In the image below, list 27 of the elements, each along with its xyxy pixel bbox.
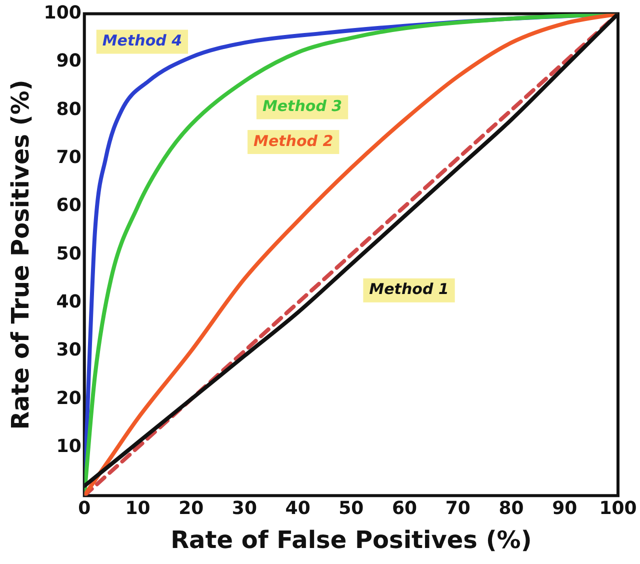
y-tick-label: 70: [56, 147, 82, 168]
y-axis-title: Rate of True Positives (%): [6, 80, 35, 430]
x-tick-label: 30: [232, 498, 257, 520]
x-tick-label: 70: [445, 498, 470, 520]
series-label: Method 4: [102, 32, 182, 50]
y-tick-label: 20: [56, 388, 82, 409]
y-tick-label: 100: [44, 2, 82, 24]
y-tick-label: 60: [56, 195, 82, 216]
x-tick-label: 40: [285, 498, 310, 520]
x-axis-title: Rate of False Positives (%): [170, 526, 532, 554]
y-tick-label: 30: [56, 340, 82, 361]
y-tick-label: 10: [56, 436, 82, 458]
y-tick-label: 90: [56, 50, 82, 72]
x-tick-label: 90: [552, 498, 578, 520]
x-tick-label: 20: [178, 498, 204, 520]
y-tick-label: 40: [56, 292, 82, 313]
x-tick-label: 60: [392, 498, 418, 520]
x-tick-label: 0: [78, 498, 91, 520]
y-tick-label: 50: [56, 243, 82, 264]
x-tick-label: 100: [599, 498, 637, 520]
y-tick-label: 80: [56, 98, 82, 120]
series-label: Method 1: [369, 280, 449, 298]
series-label: Method 3: [262, 97, 342, 116]
x-tick-label: 10: [125, 498, 150, 520]
series-label: Method 2: [254, 132, 334, 150]
x-tick-label: 50: [338, 498, 364, 520]
x-tick-label: 80: [498, 498, 524, 520]
